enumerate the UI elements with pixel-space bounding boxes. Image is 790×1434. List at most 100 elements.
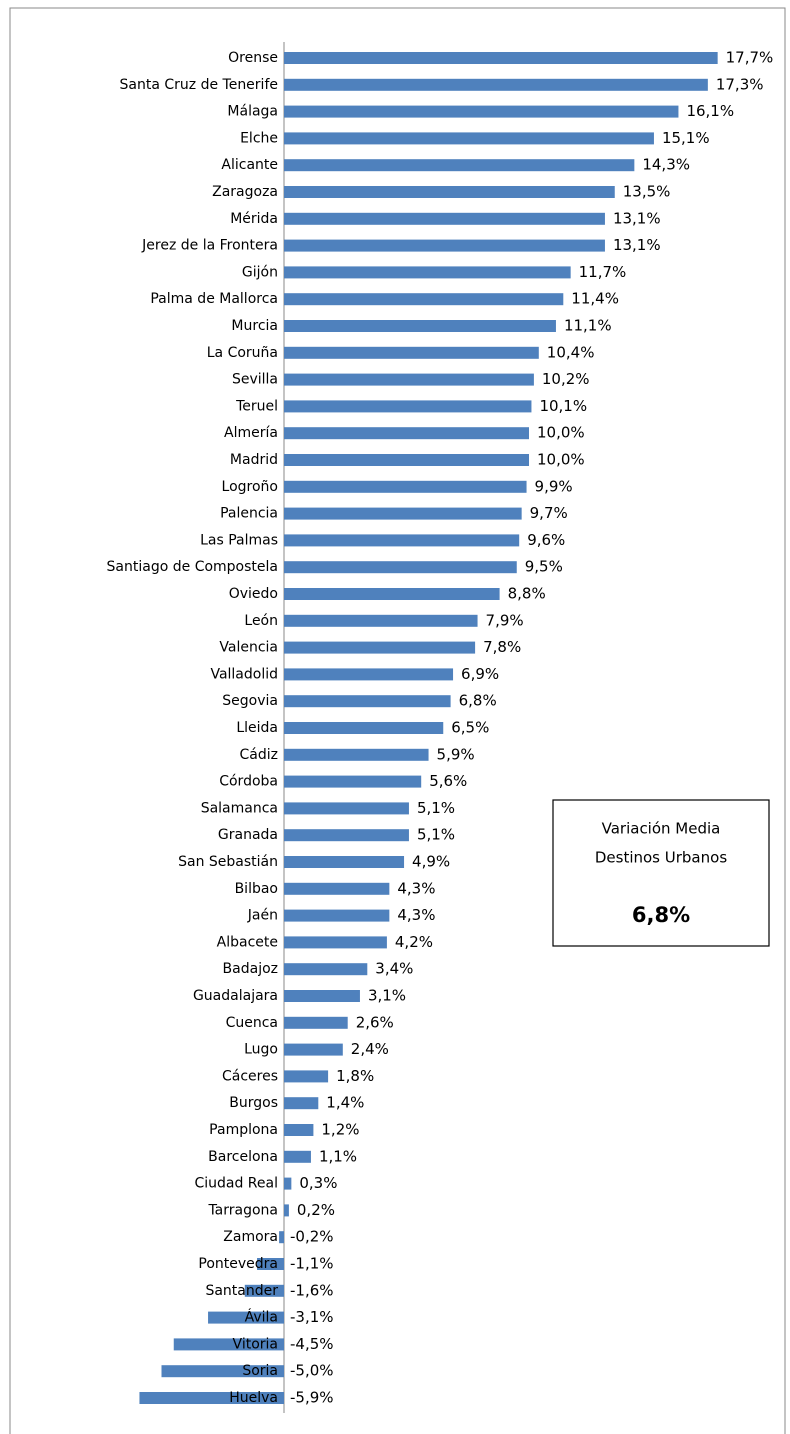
category-label: Palma de Mallorca xyxy=(150,291,278,307)
value-label: 0,3% xyxy=(299,1174,337,1192)
value-label: 10,0% xyxy=(537,424,585,442)
bar xyxy=(284,1204,289,1217)
value-label: 16,1% xyxy=(686,102,734,120)
category-label: Jaén xyxy=(247,908,278,924)
value-label: 17,7% xyxy=(726,49,774,67)
value-label: 13,1% xyxy=(613,209,661,227)
bar xyxy=(284,1070,329,1083)
category-label: Albacete xyxy=(217,934,278,950)
annotation-title: Destinos Urbanos xyxy=(595,849,727,867)
bar xyxy=(284,856,405,868)
value-label: 5,6% xyxy=(429,772,467,790)
bar xyxy=(284,561,517,574)
bar xyxy=(284,614,478,627)
value-label: 1,1% xyxy=(319,1147,357,1165)
category-label: Huelva xyxy=(229,1390,278,1406)
category-label: Murcia xyxy=(231,318,278,334)
bar xyxy=(284,507,522,520)
category-label: Valladolid xyxy=(210,666,278,682)
bar xyxy=(284,1177,292,1190)
category-label: La Coruña xyxy=(207,345,278,361)
bar xyxy=(284,722,444,734)
category-label: Pontevedra xyxy=(198,1256,278,1272)
value-label: 3,1% xyxy=(368,987,406,1005)
value-label: 0,2% xyxy=(297,1201,335,1219)
value-label: -3,1% xyxy=(290,1308,334,1326)
category-label: Palencia xyxy=(220,506,278,522)
category-label: Soria xyxy=(242,1363,278,1379)
bar xyxy=(284,480,527,493)
category-label: Zaragoza xyxy=(212,184,278,200)
value-label: 9,7% xyxy=(530,504,568,522)
value-label: 7,8% xyxy=(483,638,521,656)
category-label: Badajoz xyxy=(223,961,278,977)
annotation-box xyxy=(552,799,770,947)
category-label: León xyxy=(244,613,278,629)
category-label: Guadalajara xyxy=(193,988,278,1004)
category-label: Alicante xyxy=(221,157,278,173)
category-label: Santander xyxy=(205,1283,278,1299)
bar xyxy=(284,239,605,252)
category-label: Almería xyxy=(224,425,278,441)
value-label: 4,9% xyxy=(412,853,450,871)
value-label: 13,1% xyxy=(613,236,661,254)
bar xyxy=(284,159,635,172)
value-label: 8,8% xyxy=(508,585,546,603)
category-label: Tarragona xyxy=(207,1202,278,1218)
bar xyxy=(284,695,451,708)
value-label: 1,2% xyxy=(321,1121,359,1139)
value-label: 10,2% xyxy=(542,370,590,388)
bar xyxy=(244,1284,284,1297)
bar xyxy=(279,1231,284,1244)
bar xyxy=(284,802,409,815)
category-label: Ávila xyxy=(245,1309,278,1326)
value-label: -5,0% xyxy=(290,1362,334,1380)
bar xyxy=(284,1150,311,1163)
value-label: 9,6% xyxy=(527,531,565,549)
category-label: Madrid xyxy=(230,452,278,468)
value-label: -0,2% xyxy=(290,1228,334,1246)
bar xyxy=(284,748,429,761)
category-label: Lugo xyxy=(244,1042,278,1058)
category-label: Málaga xyxy=(227,104,278,120)
value-label: 13,5% xyxy=(623,183,671,201)
value-label: 10,0% xyxy=(537,451,585,469)
bar xyxy=(284,132,654,145)
value-label: -1,6% xyxy=(290,1281,334,1299)
category-label: Oviedo xyxy=(229,586,278,602)
bar xyxy=(284,1097,319,1110)
value-label: 5,1% xyxy=(417,799,455,817)
value-label: 4,3% xyxy=(397,879,435,897)
category-label: Jerez de la Frontera xyxy=(141,238,278,254)
bar xyxy=(284,1043,343,1056)
bar xyxy=(284,668,454,681)
category-label: Barcelona xyxy=(208,1149,278,1165)
value-label: 3,4% xyxy=(375,960,413,978)
bar xyxy=(284,266,571,279)
category-label: Las Palmas xyxy=(200,532,278,548)
value-label: 11,4% xyxy=(571,290,619,308)
category-label: San Sebastián xyxy=(178,854,278,870)
value-label: -4,5% xyxy=(290,1335,334,1353)
value-label: 1,4% xyxy=(326,1094,364,1112)
value-label: 9,5% xyxy=(525,558,563,576)
bar xyxy=(284,829,409,842)
value-label: 17,3% xyxy=(716,75,764,93)
bar xyxy=(284,936,387,949)
bar xyxy=(284,909,390,922)
value-label: 15,1% xyxy=(662,129,710,147)
value-label: 6,9% xyxy=(461,665,499,683)
bar xyxy=(284,346,539,359)
bar xyxy=(284,52,718,64)
value-label: 10,1% xyxy=(539,397,587,415)
annotation-value: 6,8% xyxy=(632,903,690,927)
bar xyxy=(284,990,360,1002)
category-label: Teruel xyxy=(235,398,278,414)
bar xyxy=(173,1338,284,1351)
value-label: 2,6% xyxy=(356,1013,394,1031)
category-label: Gijón xyxy=(242,264,278,280)
value-label: 6,5% xyxy=(451,719,489,737)
chart-border xyxy=(9,7,786,1434)
value-label: 9,9% xyxy=(535,477,573,495)
